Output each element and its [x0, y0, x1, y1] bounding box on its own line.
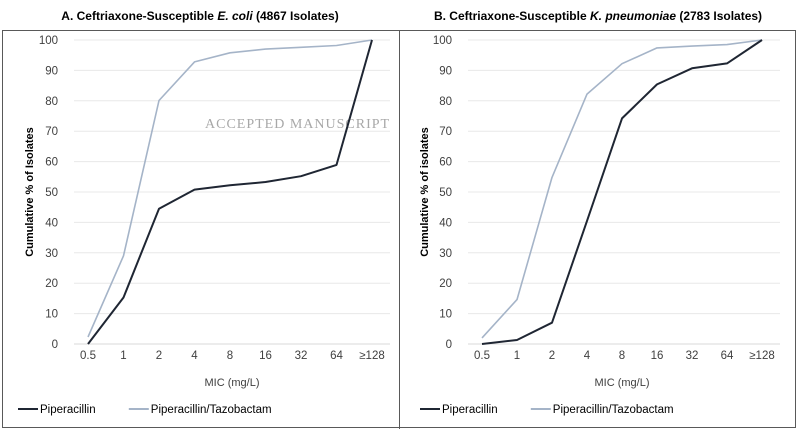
y-axis-label: Cumulative % of isolates	[419, 127, 431, 257]
title-suffix: (2783 Isolates)	[676, 9, 762, 23]
x-tick-label: 64	[330, 350, 343, 362]
legend-entry: Piperacillin	[442, 404, 498, 416]
y-tick-label: 70	[439, 126, 452, 138]
x-tick-label: ≥128	[359, 350, 385, 362]
y-tick-label: 20	[439, 278, 452, 290]
y-tick-label: 100	[433, 35, 452, 47]
x-tick-label: 4	[584, 350, 591, 362]
y-tick-label: 50	[439, 187, 452, 199]
y-tick-label: 60	[45, 157, 58, 169]
x-tick-label: ≥128	[749, 350, 775, 362]
title-organism: K. pneumoniae	[590, 9, 676, 23]
x-tick-label: 1	[514, 350, 520, 362]
x-axis-label: MIC (mg/L)	[595, 377, 650, 389]
series-line-piperacillin	[481, 39, 763, 345]
y-tick-label: 0	[446, 339, 452, 351]
y-tick-label: 20	[45, 278, 58, 290]
y-tick-label: 60	[439, 157, 452, 169]
series-line-piperacillin	[87, 39, 373, 345]
x-tick-label: 0.5	[80, 350, 96, 362]
chart-panel-b: B. Ceftriaxone-Susceptible K. pneumoniae…	[419, 9, 780, 416]
chart-title: A. Ceftriaxone-Susceptible E. coli (4867…	[61, 9, 338, 23]
x-tick-label: 0.5	[474, 350, 490, 362]
y-tick-label: 10	[45, 309, 58, 321]
y-axis-label: Cumulative % of Isolates	[24, 127, 36, 257]
title-organism: E. coli	[217, 9, 253, 23]
x-tick-label: 64	[721, 350, 734, 362]
chart-title: B. Ceftriaxone-Susceptible K. pneumoniae…	[434, 9, 762, 23]
legend-entry: Piperacillin/Tazobactam	[151, 404, 272, 416]
x-axis-label: MIC (mg/L)	[205, 377, 260, 389]
x-tick-label: 32	[686, 350, 699, 362]
x-tick-label: 8	[619, 350, 625, 362]
legend-entry: Piperacillin/Tazobactam	[553, 404, 674, 416]
y-tick-label: 80	[439, 96, 452, 108]
y-tick-label: 10	[439, 309, 452, 321]
y-tick-label: 40	[45, 217, 58, 229]
x-tick-label: 2	[549, 350, 555, 362]
x-tick-label: 4	[191, 350, 198, 362]
legend-entry: Piperacillin	[40, 404, 96, 416]
series-line-piperacillin-tazobactam	[481, 39, 763, 339]
y-tick-label: 90	[45, 65, 58, 77]
y-tick-label: 100	[39, 35, 58, 47]
y-tick-label: 80	[45, 96, 58, 108]
title-prefix: A. Ceftriaxone-Susceptible	[61, 9, 217, 23]
x-tick-label: 2	[156, 350, 162, 362]
x-tick-label: 32	[295, 350, 308, 362]
x-tick-label: 1	[120, 350, 126, 362]
x-tick-label: 16	[651, 350, 664, 362]
y-tick-label: 70	[45, 126, 58, 138]
y-tick-label: 0	[52, 339, 58, 351]
x-tick-label: 8	[227, 350, 233, 362]
title-suffix: (4867 Isolates)	[253, 9, 339, 23]
x-tick-label: 16	[259, 350, 272, 362]
chart-panel-a: A. Ceftriaxone-Susceptible E. coli (4867…	[18, 9, 390, 416]
series-line-piperacillin-tazobactam	[87, 39, 373, 338]
y-tick-label: 30	[45, 248, 58, 260]
y-tick-label: 40	[439, 217, 452, 229]
y-tick-label: 90	[439, 65, 452, 77]
title-prefix: B. Ceftriaxone-Susceptible	[434, 9, 590, 23]
y-tick-label: 30	[439, 248, 452, 260]
y-tick-label: 50	[45, 187, 58, 199]
watermark: ACCEPTED MANUSCRIPT	[205, 117, 390, 132]
